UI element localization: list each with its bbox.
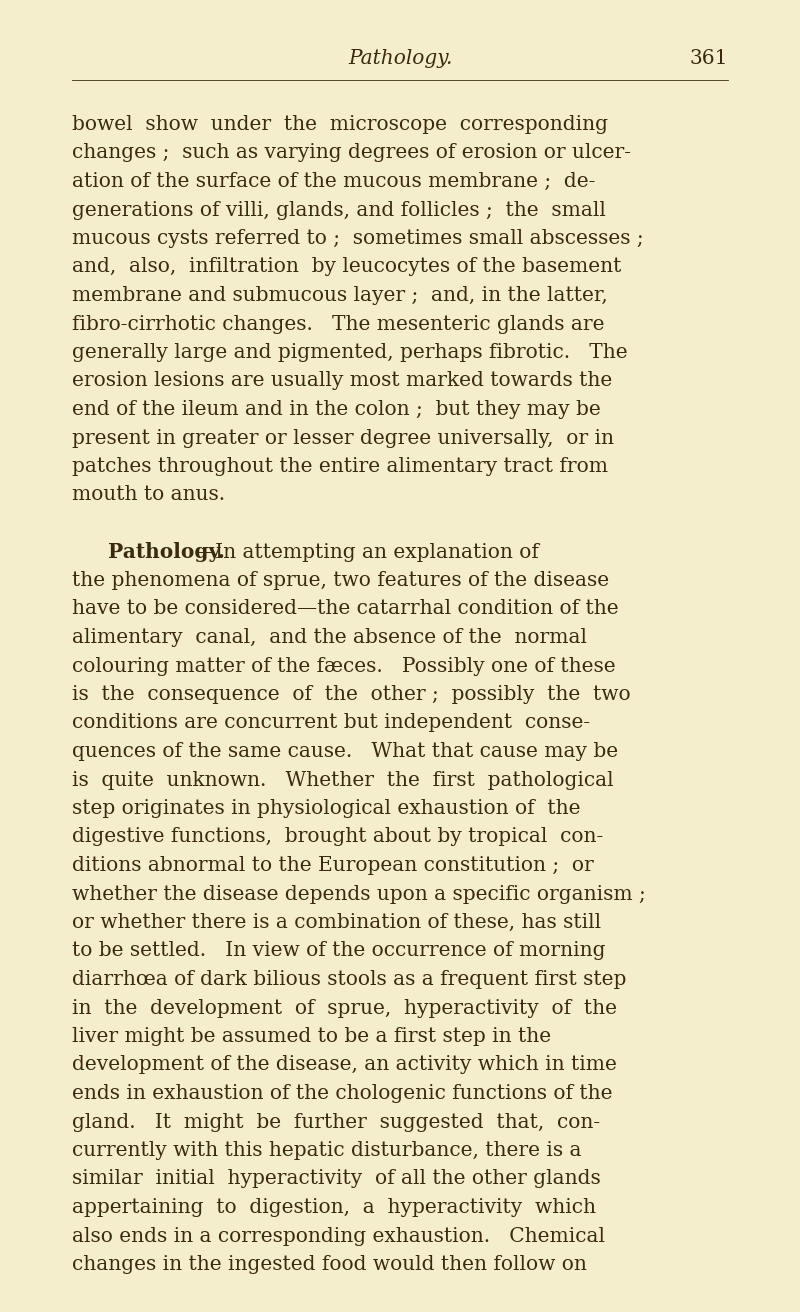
Text: whether the disease depends upon a specific organism ;: whether the disease depends upon a speci…: [72, 884, 646, 904]
Text: appertaining  to  digestion,  a  hyperactivity  which: appertaining to digestion, a hyperactivi…: [72, 1198, 596, 1218]
Text: patches throughout the entire alimentary tract from: patches throughout the entire alimentary…: [72, 457, 608, 476]
Text: also ends in a corresponding exhaustion.   Chemical: also ends in a corresponding exhaustion.…: [72, 1227, 605, 1245]
Text: diarrhœa of dark bilious stools as a frequent first step: diarrhœa of dark bilious stools as a fre…: [72, 970, 626, 989]
Text: mouth to anus.: mouth to anus.: [72, 485, 225, 505]
Text: changes in the ingested food would then follow on: changes in the ingested food would then …: [72, 1256, 587, 1274]
Text: digestive functions,  brought about by tropical  con-: digestive functions, brought about by tr…: [72, 828, 603, 846]
Text: is  the  consequence  of  the  other ;  possibly  the  two: is the consequence of the other ; possib…: [72, 685, 630, 705]
Text: or whether there is a combination of these, has still: or whether there is a combination of the…: [72, 913, 601, 932]
Text: similar  initial  hyperactivity  of all the other glands: similar initial hyperactivity of all the…: [72, 1169, 601, 1189]
Text: conditions are concurrent but independent  conse-: conditions are concurrent but independen…: [72, 714, 590, 732]
Text: have to be considered—the catarrhal condition of the: have to be considered—the catarrhal cond…: [72, 600, 618, 618]
Text: changes ;  such as varying degrees of erosion or ulcer-: changes ; such as varying degrees of ero…: [72, 143, 631, 163]
Text: liver might be assumed to be a first step in the: liver might be assumed to be a first ste…: [72, 1027, 551, 1046]
Text: to be settled.   In view of the occurrence of morning: to be settled. In view of the occurrence…: [72, 942, 606, 960]
Text: end of the ileum and in the colon ;  but they may be: end of the ileum and in the colon ; but …: [72, 400, 601, 419]
Text: and,  also,  infiltration  by leucocytes of the basement: and, also, infiltration by leucocytes of…: [72, 257, 622, 277]
Text: ation of the surface of the mucous membrane ;  de-: ation of the surface of the mucous membr…: [72, 172, 595, 192]
Text: in  the  development  of  sprue,  hyperactivity  of  the: in the development of sprue, hyperactivi…: [72, 998, 617, 1018]
Text: ends in exhaustion of the chologenic functions of the: ends in exhaustion of the chologenic fun…: [72, 1084, 613, 1103]
Text: Pathology.: Pathology.: [348, 49, 452, 68]
Text: generally large and pigmented, perhaps fibrotic.   The: generally large and pigmented, perhaps f…: [72, 342, 628, 362]
Text: 361: 361: [690, 49, 728, 68]
Text: development of the disease, an activity which in time: development of the disease, an activity …: [72, 1055, 617, 1075]
Text: currently with this hepatic disturbance, there is a: currently with this hepatic disturbance,…: [72, 1141, 582, 1160]
Text: Pathology.: Pathology.: [108, 542, 225, 563]
Text: colouring matter of the fæces.   Possibly one of these: colouring matter of the fæces. Possibly …: [72, 656, 616, 676]
Text: present in greater or lesser degree universally,  or in: present in greater or lesser degree univ…: [72, 429, 614, 447]
Text: the phenomena of sprue, two features of the disease: the phenomena of sprue, two features of …: [72, 571, 609, 590]
Text: is  quite  unknown.   Whether  the  first  pathological: is quite unknown. Whether the first path…: [72, 770, 614, 790]
Text: —In attempting an explanation of: —In attempting an explanation of: [195, 542, 539, 562]
Text: gland.   It  might  be  further  suggested  that,  con-: gland. It might be further suggested tha…: [72, 1113, 600, 1131]
Text: generations of villi, glands, and follicles ;  the  small: generations of villi, glands, and follic…: [72, 201, 606, 219]
Text: alimentary  canal,  and the absence of the  normal: alimentary canal, and the absence of the…: [72, 628, 587, 647]
Text: ditions abnormal to the European constitution ;  or: ditions abnormal to the European constit…: [72, 855, 594, 875]
Text: quences of the same cause.   What that cause may be: quences of the same cause. What that cau…: [72, 743, 618, 761]
Text: fibro-cirrhotic changes.   The mesenteric glands are: fibro-cirrhotic changes. The mesenteric …: [72, 315, 605, 333]
Text: mucous cysts referred to ;  sometimes small abscesses ;: mucous cysts referred to ; sometimes sma…: [72, 230, 644, 248]
Text: erosion lesions are usually most marked towards the: erosion lesions are usually most marked …: [72, 371, 612, 391]
Text: bowel  show  under  the  microscope  corresponding: bowel show under the microscope correspo…: [72, 115, 608, 134]
Text: step originates in physiological exhaustion of  the: step originates in physiological exhaust…: [72, 799, 581, 817]
Text: membrane and submucous layer ;  and, in the latter,: membrane and submucous layer ; and, in t…: [72, 286, 608, 304]
